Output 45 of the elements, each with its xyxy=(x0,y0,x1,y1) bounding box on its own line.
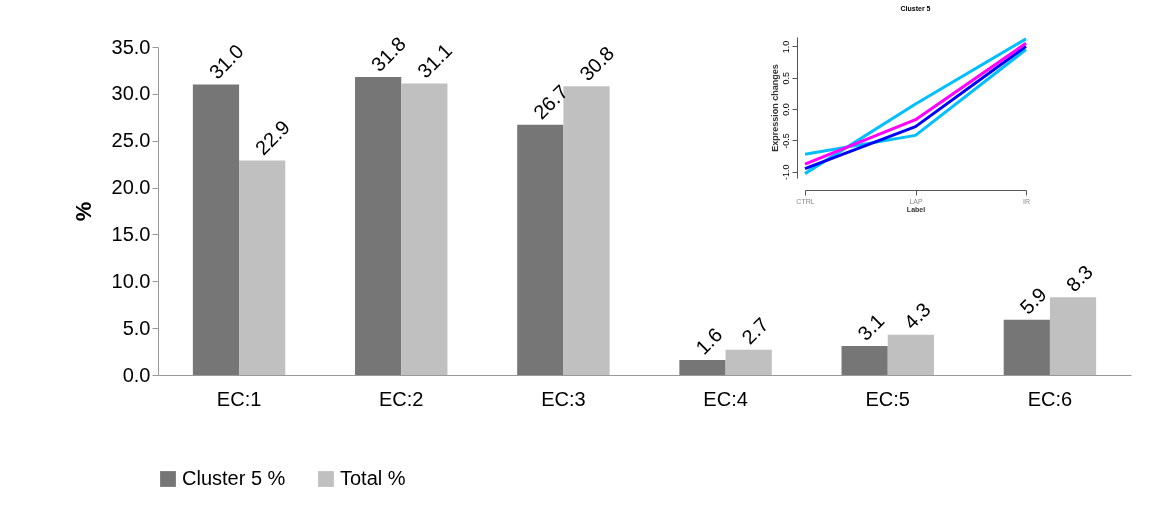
data-label: 2.7 xyxy=(737,313,773,349)
legend-label: Total % xyxy=(340,467,406,489)
data-label: 8.3 xyxy=(1061,260,1097,296)
bar xyxy=(679,360,726,375)
x-tick-label: EC:1 xyxy=(216,387,262,410)
bar xyxy=(401,83,448,375)
bar xyxy=(841,345,888,375)
y-tick-label: 0.0 xyxy=(780,103,791,116)
data-label: 3.1 xyxy=(853,309,889,345)
data-label: 31.8 xyxy=(366,32,410,76)
bar xyxy=(517,124,564,375)
x-tick-label: EC:2 xyxy=(379,387,424,410)
data-label: 30.8 xyxy=(575,41,619,85)
y-tick-label: 0.5 xyxy=(780,71,791,85)
data-label: 4.3 xyxy=(899,298,935,334)
y-axis-title: % xyxy=(70,201,96,222)
data-label: 31.1 xyxy=(413,39,457,83)
y-tick-label: 25.0 xyxy=(111,129,151,152)
y-tick-label: 10.0 xyxy=(111,269,151,292)
y-tick-label: 1.0 xyxy=(780,40,791,54)
x-tick-label: EC:4 xyxy=(703,387,748,410)
y-tick-label: 30.0 xyxy=(111,82,151,105)
y-tick-label: -0.5 xyxy=(780,133,791,149)
y-axis-title: Expression changes xyxy=(769,64,780,152)
x-tick-label: EC:3 xyxy=(541,387,586,410)
data-label: 31.0 xyxy=(204,39,248,84)
y-tick-label: 15.0 xyxy=(111,222,151,245)
bar xyxy=(887,334,934,375)
bar xyxy=(355,76,402,375)
y-tick-label: 20.0 xyxy=(111,176,151,199)
x-tick-label: EC:5 xyxy=(865,387,910,410)
y-tick-label: 0.0 xyxy=(122,363,151,386)
data-label: 1.6 xyxy=(691,323,727,359)
x-tick-label: EC:6 xyxy=(1027,387,1073,410)
bar xyxy=(1049,297,1097,375)
bar xyxy=(239,160,286,375)
legend-label: Cluster 5 % xyxy=(182,467,286,489)
bar xyxy=(725,349,772,375)
bar xyxy=(192,84,240,375)
y-tick-label: 5.0 xyxy=(122,316,151,339)
bar xyxy=(563,86,610,375)
y-tick-label: 35.0 xyxy=(111,35,151,58)
data-label: 5.9 xyxy=(1015,283,1051,319)
bar xyxy=(1003,319,1050,375)
y-tick-label: -1.0 xyxy=(780,164,791,180)
